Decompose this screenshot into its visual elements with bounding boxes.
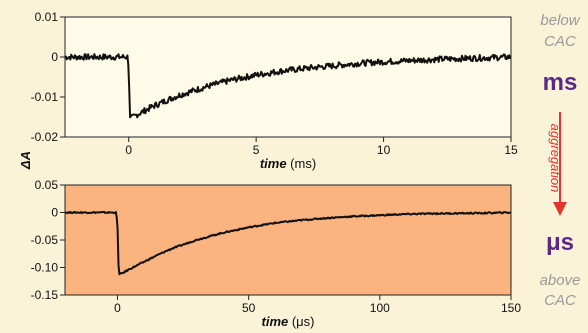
top-y-tick-label: 0.01: [35, 10, 59, 24]
below-text: below: [540, 12, 580, 29]
bottom-y-tick-label: -0.10: [31, 261, 59, 275]
bottom-y-tick-label: -0.15: [31, 288, 59, 302]
bottom-y-tick-label: 0.05: [35, 178, 59, 192]
top-plot-area: [65, 17, 511, 137]
top-x-tick-label: 0: [125, 143, 132, 157]
top-data-line: [64, 53, 512, 119]
bottom-y-tick-label: -0.05: [31, 233, 59, 247]
bottom-x-tick-label: 150: [501, 301, 521, 315]
top-plot-frame: [64, 16, 512, 138]
bottom-panel: 0.05 0 -0.05 -0.10 -0.15 0 50 100 150 time (μs): [31, 178, 522, 329]
bottom-x-axis-title: time (μs): [262, 314, 315, 329]
side-annotations: below CAC ms aggregation μs above CAC: [540, 12, 581, 309]
cac-text-bottom: CAC: [544, 292, 576, 309]
shared-y-axis-label: ΔA: [18, 151, 33, 170]
top-x-tick-label: 15: [504, 143, 518, 157]
bottom-y-tick-label: 0: [51, 206, 58, 220]
bottom-x-tick-label: 50: [242, 301, 256, 315]
top-x-tick-label: 5: [253, 143, 260, 157]
above-text: above: [540, 272, 581, 289]
bottom-data-line: [64, 210, 512, 276]
us-label: μs: [546, 229, 574, 256]
aggregation-arrow-head-icon: [553, 202, 567, 216]
cac-text-top: CAC: [544, 33, 576, 50]
aggregation-text: aggregation: [548, 124, 563, 193]
top-y-tick-label: -0.01: [31, 90, 59, 104]
bottom-x-tick-label: 100: [370, 301, 390, 315]
ms-label: ms: [543, 69, 578, 96]
top-y-tick-label: -0.02: [31, 130, 59, 144]
top-y-tick-label: 0: [51, 50, 58, 64]
top-panel: 0.01 0 -0.01 -0.02 0 5 10 15 time (ms): [31, 10, 518, 171]
bottom-x-tick-label: 0: [114, 301, 121, 315]
top-x-tick-label: 10: [377, 143, 391, 157]
bottom-plot-area: [65, 185, 511, 295]
top-x-axis-title: time (ms): [260, 156, 316, 171]
